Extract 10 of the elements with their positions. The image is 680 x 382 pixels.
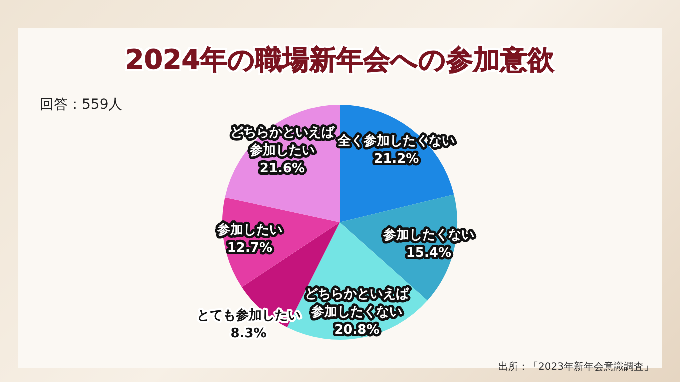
chart-title: 2024年の職場新年会への参加意欲 — [124, 44, 556, 78]
data-label: 8.3% — [230, 326, 267, 342]
data-label: 21.6% — [260, 162, 306, 177]
slice-label: どちらかといえば参加したくない — [305, 286, 410, 320]
text: 出所：「2023年新年会意識調査」 — [498, 360, 654, 374]
data-label: 20.8% — [334, 322, 380, 338]
data-label: 15.4% — [406, 246, 452, 262]
data-label: 12.7% — [227, 240, 272, 256]
text: 回答：559人 — [40, 96, 123, 114]
data-label: 21.2% — [374, 152, 420, 167]
